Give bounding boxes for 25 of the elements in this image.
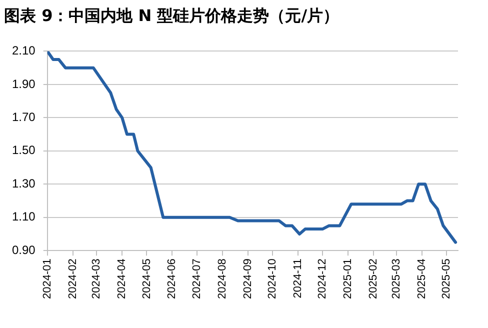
x-tick-label: 2024-10: [266, 258, 278, 300]
x-tick-label: 2024-03: [90, 258, 103, 300]
y-tick-label: 0.90: [12, 242, 36, 257]
y-tick-label: 1.30: [12, 176, 36, 190]
x-tick-label: 2025-04: [416, 258, 428, 300]
chart-title: 图表 9：中国内地 N 型硅片价格走势（元/片）: [4, 6, 340, 27]
x-tick-label: 2024-04: [116, 258, 128, 300]
x-tick-label: 2024-05: [140, 258, 153, 300]
x-tick-label: 2025-05: [440, 258, 453, 300]
y-tick-label: 1.50: [12, 143, 36, 158]
x-tick-label: 2024-11: [292, 258, 304, 298]
y-tick-label: 2.10: [12, 44, 36, 58]
x-tick-label: 2024-06: [166, 258, 178, 300]
x-tick-label: 2024-09: [242, 258, 254, 300]
x-tick-label: 2024-07: [190, 258, 203, 300]
x-tick-label: 2024-01: [41, 258, 54, 300]
y-tick-label: 1.10: [12, 210, 36, 224]
x-tick-label: 2024-12: [316, 258, 329, 300]
x-tick-label: 2025-01: [342, 258, 354, 300]
y-tick-label: 1.90: [12, 76, 36, 91]
x-tick-label: 2024-02: [66, 258, 79, 300]
x-tick-label: 2025-02: [367, 258, 380, 300]
x-tick-label: 2024-08: [216, 258, 228, 300]
y-tick-label: 1.70: [12, 110, 36, 124]
x-tick-label: 2025-03: [390, 258, 402, 300]
